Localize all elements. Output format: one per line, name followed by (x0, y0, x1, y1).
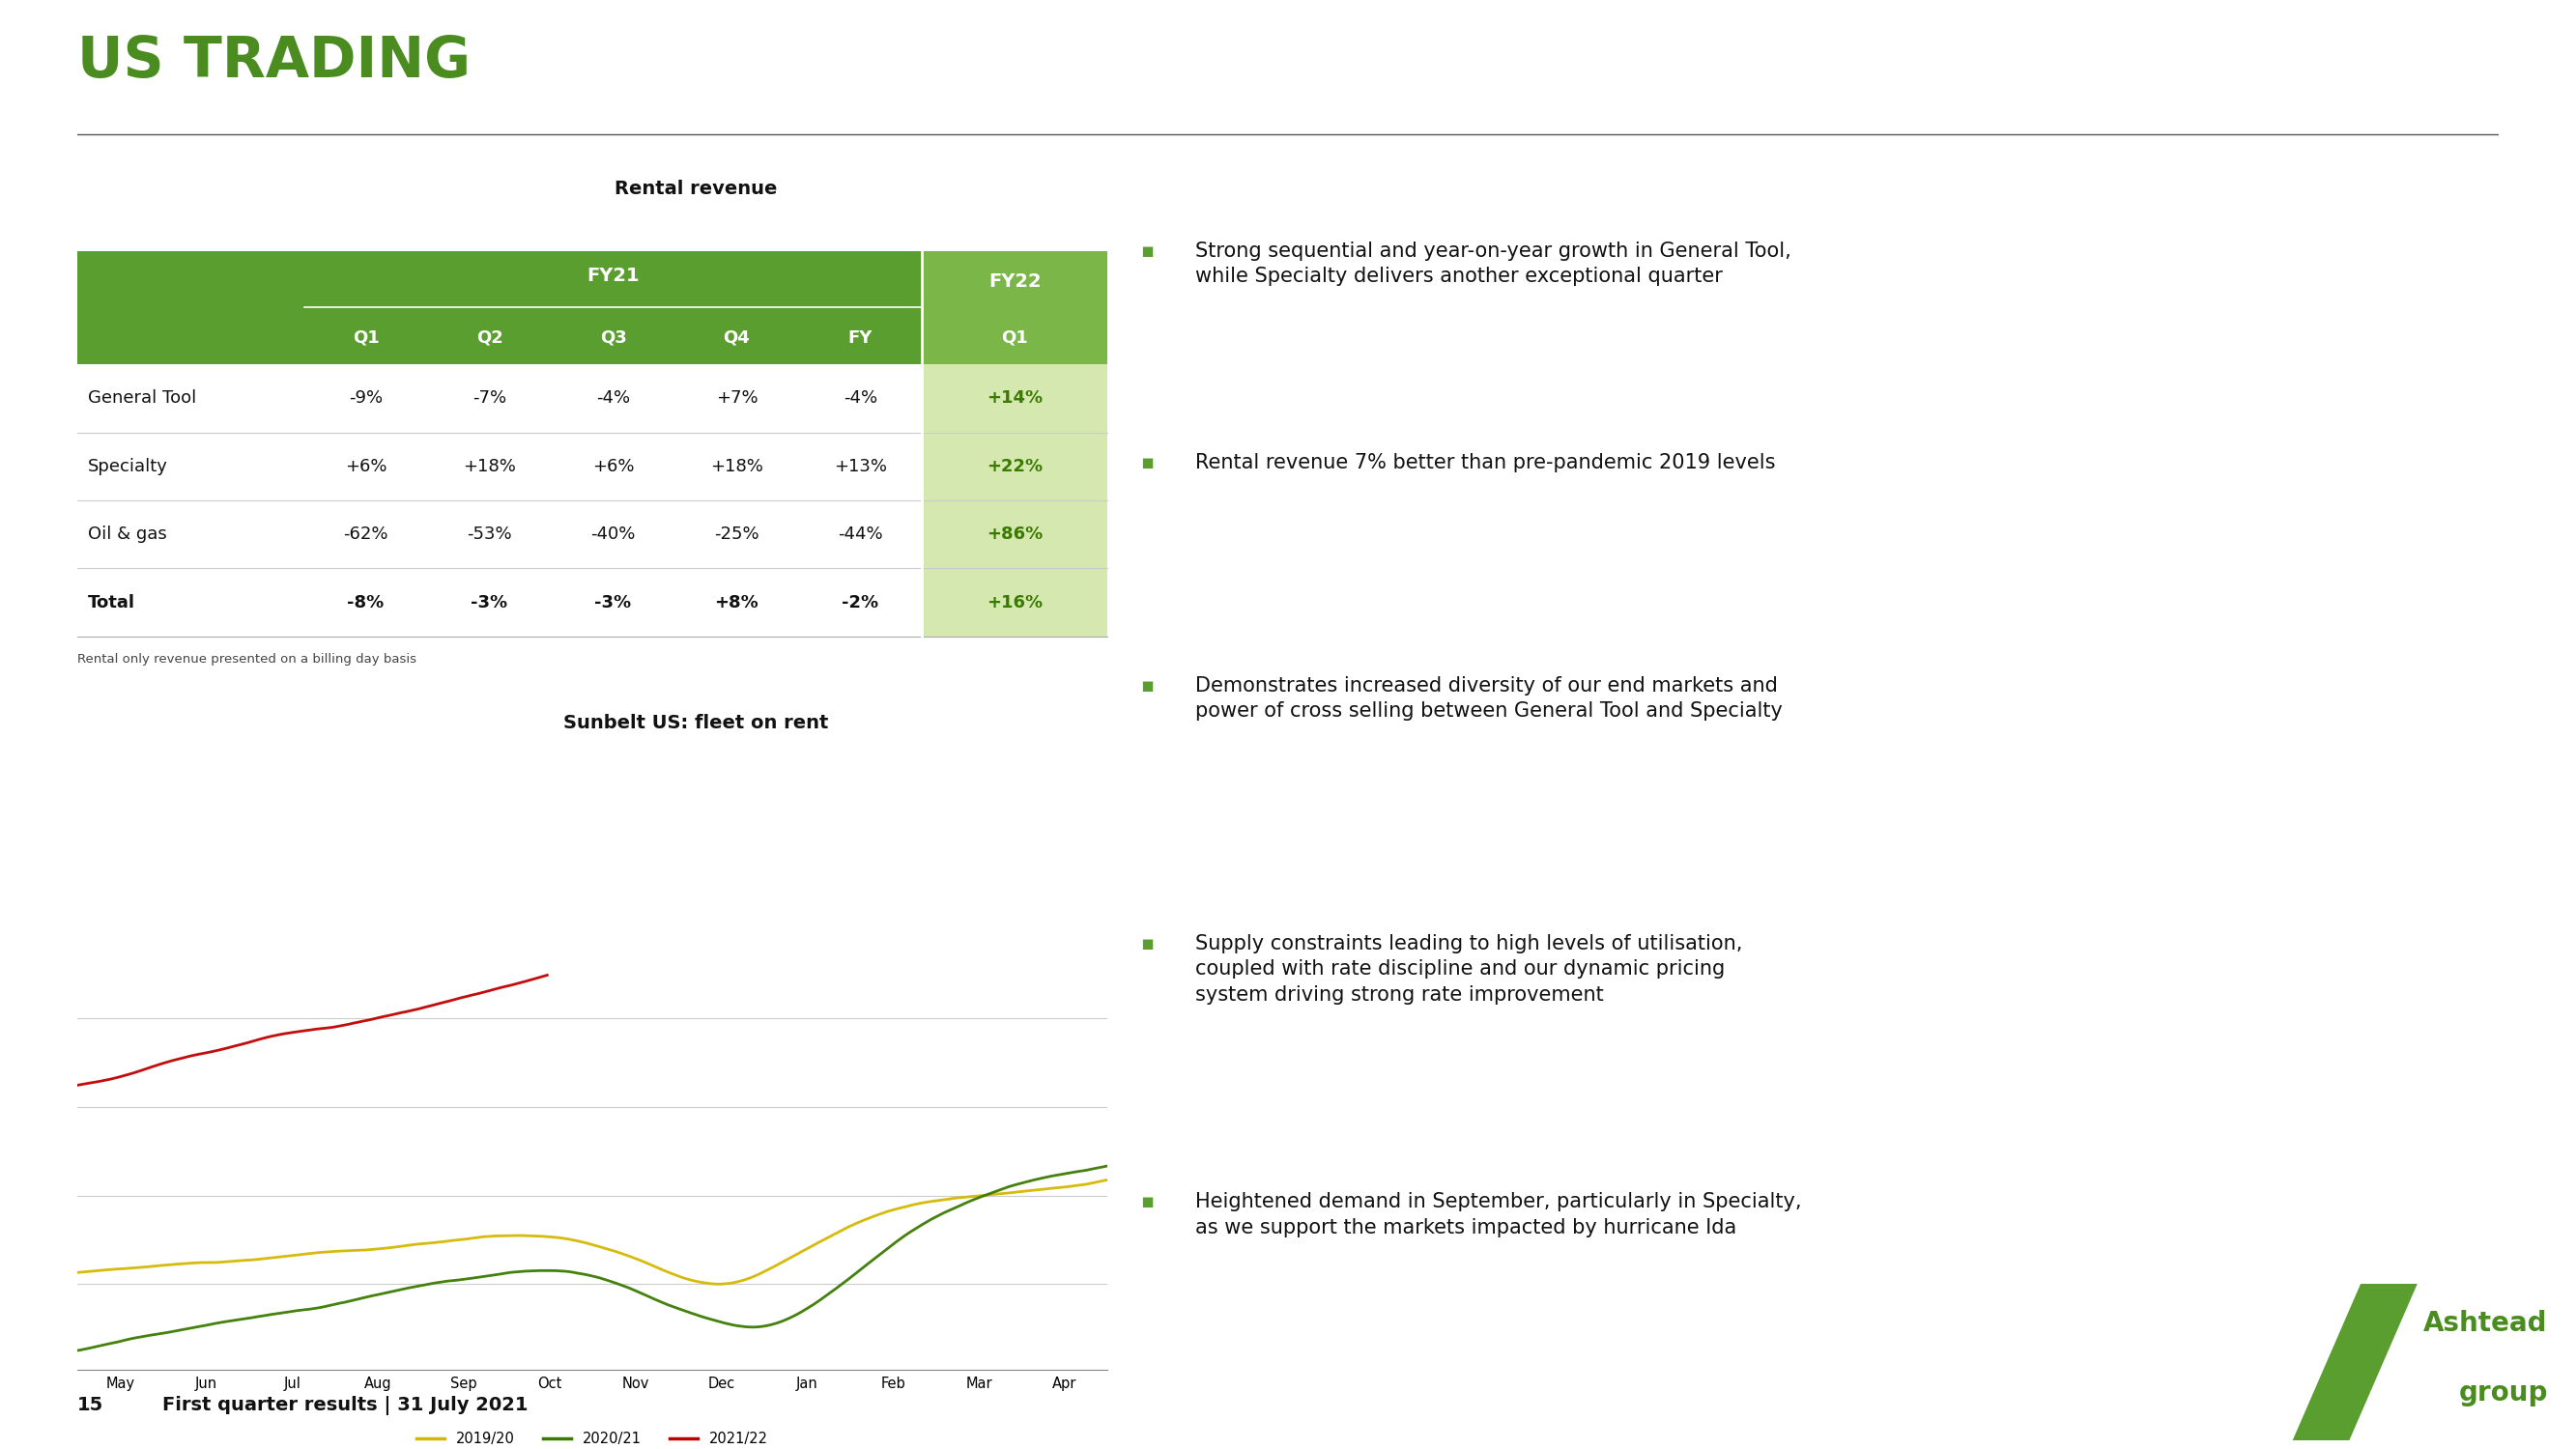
Text: -53%: -53% (466, 526, 513, 543)
Text: -62%: -62% (343, 526, 389, 543)
Text: Supply constraints leading to high levels of utilisation,
coupled with rate disc: Supply constraints leading to high level… (1195, 935, 1744, 1004)
Text: -3%: -3% (471, 594, 507, 611)
Text: Demonstrates increased diversity of our end markets and
power of cross selling b: Demonstrates increased diversity of our … (1195, 675, 1783, 720)
Text: group: group (2458, 1379, 2548, 1407)
Text: Ashtead: Ashtead (2424, 1310, 2548, 1337)
Bar (922, 312, 1108, 364)
Text: ▪: ▪ (1141, 935, 1154, 953)
Bar (922, 432, 1108, 500)
Text: ▪: ▪ (1141, 1193, 1154, 1211)
Text: +18%: +18% (711, 458, 762, 475)
Text: FY: FY (848, 329, 873, 346)
Text: Sunbelt US: fleet on rent: Sunbelt US: fleet on rent (564, 713, 827, 732)
Text: ▪: ▪ (1141, 242, 1154, 261)
Text: Strong sequential and year-on-year growth in General Tool,
while Specialty deliv: Strong sequential and year-on-year growt… (1195, 242, 1790, 287)
Text: Total: Total (88, 594, 134, 611)
Bar (77, 251, 922, 312)
Text: -3%: -3% (595, 594, 631, 611)
Text: Q2: Q2 (477, 329, 502, 346)
Text: -44%: -44% (837, 526, 884, 543)
Text: -2%: -2% (842, 594, 878, 611)
Text: Q1: Q1 (353, 329, 379, 346)
Text: Q4: Q4 (724, 329, 750, 346)
Text: -7%: -7% (471, 390, 507, 407)
Bar (922, 364, 1108, 432)
Text: +7%: +7% (716, 390, 757, 407)
Text: US TRADING: US TRADING (77, 35, 471, 90)
Text: -4%: -4% (595, 390, 631, 407)
Text: +86%: +86% (987, 526, 1043, 543)
Text: Rental revenue 7% better than pre-pandemic 2019 levels: Rental revenue 7% better than pre-pandem… (1195, 452, 1775, 472)
Bar (922, 251, 1108, 312)
Text: Rental revenue: Rental revenue (613, 180, 778, 197)
Text: Specialty: Specialty (88, 458, 167, 475)
Text: -40%: -40% (590, 526, 636, 543)
Text: -25%: -25% (714, 526, 760, 543)
Text: -4%: -4% (842, 390, 878, 407)
Text: +18%: +18% (464, 458, 515, 475)
Legend: 2019/20, 2020/21, 2021/22: 2019/20, 2020/21, 2021/22 (412, 1426, 773, 1449)
Bar (77, 364, 922, 432)
Polygon shape (2293, 1284, 2416, 1440)
Text: FY21: FY21 (587, 267, 639, 285)
Text: +13%: +13% (835, 458, 886, 475)
Text: -8%: -8% (348, 594, 384, 611)
Bar (77, 568, 922, 636)
Bar (922, 500, 1108, 568)
Bar (77, 312, 922, 364)
Bar (77, 432, 922, 500)
Text: Oil & gas: Oil & gas (88, 526, 167, 543)
Text: +22%: +22% (987, 458, 1043, 475)
Text: ▪: ▪ (1141, 452, 1154, 472)
Text: General Tool: General Tool (88, 390, 196, 407)
Text: +6%: +6% (345, 458, 386, 475)
Text: +16%: +16% (987, 594, 1043, 611)
Bar (77, 500, 922, 568)
Text: Heightened demand in September, particularly in Specialty,
as we support the mar: Heightened demand in September, particul… (1195, 1193, 1801, 1237)
Text: First quarter results | 31 July 2021: First quarter results | 31 July 2021 (162, 1395, 528, 1416)
Text: +6%: +6% (592, 458, 634, 475)
Text: 15: 15 (77, 1397, 103, 1414)
Text: +8%: +8% (714, 594, 760, 611)
Text: Rental only revenue presented on a billing day basis: Rental only revenue presented on a billi… (77, 653, 417, 665)
Text: FY22: FY22 (989, 272, 1041, 290)
Text: ▪: ▪ (1141, 675, 1154, 696)
Text: -9%: -9% (348, 390, 384, 407)
Text: +14%: +14% (987, 390, 1043, 407)
Text: Q1: Q1 (1002, 329, 1028, 346)
Text: Q3: Q3 (600, 329, 626, 346)
Bar (922, 568, 1108, 636)
